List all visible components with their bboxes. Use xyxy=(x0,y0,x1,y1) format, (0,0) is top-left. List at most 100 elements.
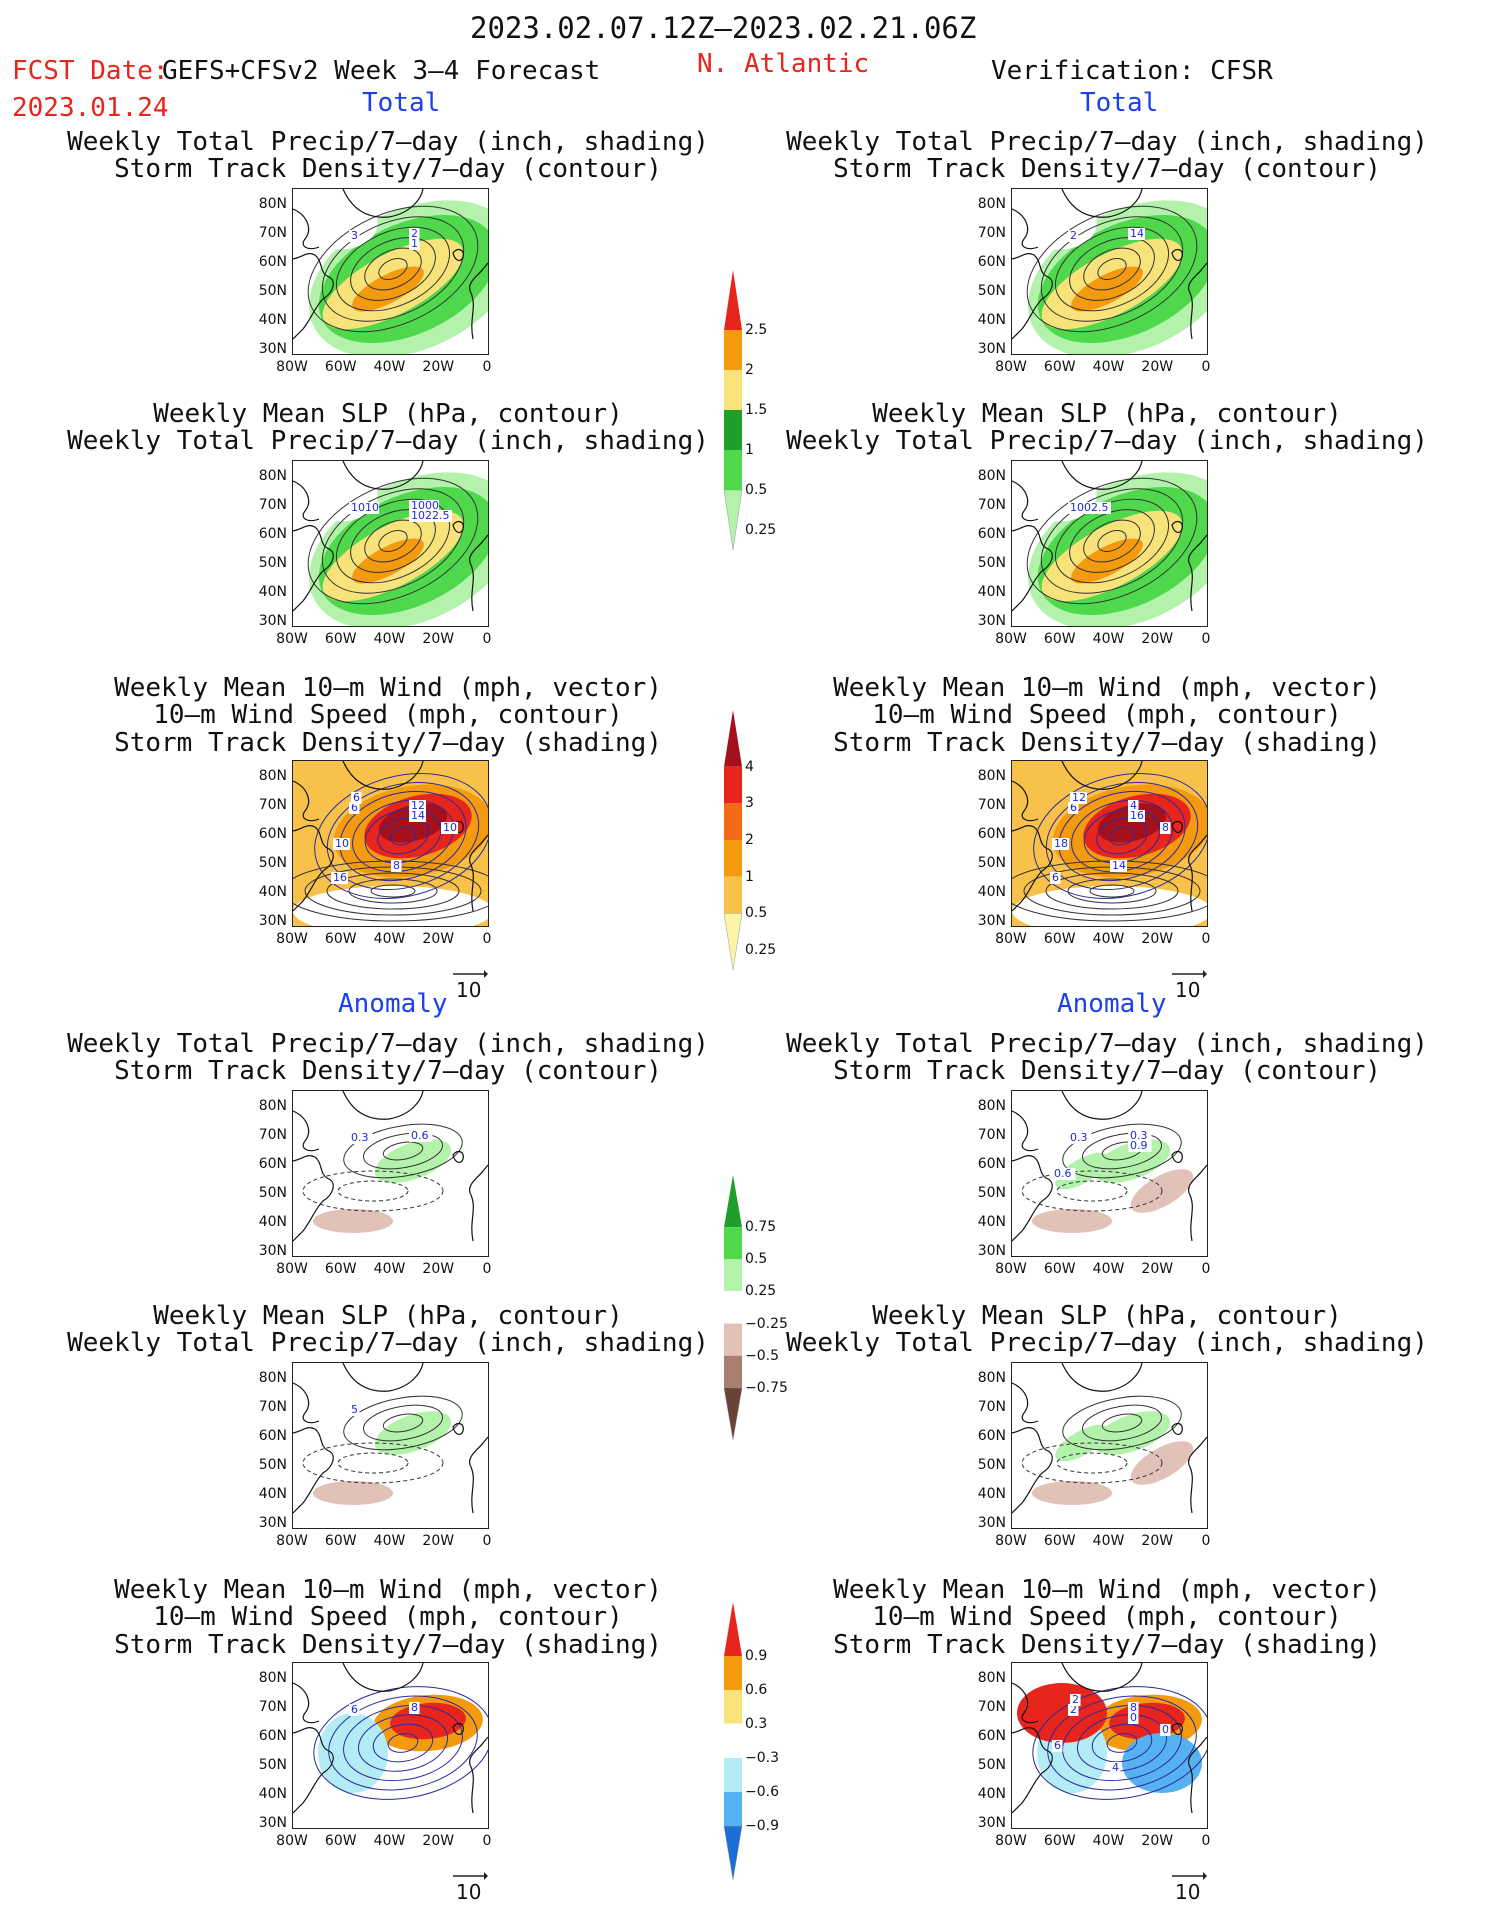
contour-label: 12 xyxy=(1072,791,1086,804)
period-title: 2023.02.07.12Z–2023.02.21.06Z xyxy=(470,11,977,45)
coastline xyxy=(1012,761,1207,912)
contour-label: 2 xyxy=(411,227,418,240)
colorbar-segment xyxy=(724,1323,742,1356)
colorbar-segment xyxy=(724,270,742,330)
lat-tick: 50N xyxy=(977,1757,1006,1773)
tanom-pos-2 xyxy=(1017,1683,1107,1743)
contour-label: 5 xyxy=(351,1403,358,1416)
contour-label: 8 xyxy=(411,1701,418,1714)
lon-tick: 60W xyxy=(1043,359,1076,375)
colorbar-level-label: 0.5 xyxy=(745,482,768,498)
lon-tick: 20W xyxy=(1141,931,1174,947)
verification-title: Verification: CFSR xyxy=(991,56,1273,86)
lat-tick: 30N xyxy=(977,341,1006,357)
colorbar-segment xyxy=(724,803,742,840)
lon-tick: 20W xyxy=(1141,631,1174,647)
colorbar-segment xyxy=(724,1602,742,1656)
contour-set xyxy=(302,1442,444,1484)
lat-tick: 40N xyxy=(977,584,1006,600)
lon-tick: 60W xyxy=(324,631,357,647)
map-obs-anom-precip: 0.3 0.3 0.9 0.6 xyxy=(1011,1090,1208,1257)
colorbar-level-label: 4 xyxy=(745,758,754,775)
lat-tick: 30N xyxy=(258,913,287,929)
contour-label: 6 xyxy=(351,801,358,814)
lon-tick: 0 xyxy=(1201,931,1211,947)
coastline xyxy=(1012,1363,1207,1514)
contour-label: 8 xyxy=(1130,1701,1137,1714)
lon-tick: 80W xyxy=(276,359,308,375)
lat-tick: 80N xyxy=(977,768,1006,784)
lat-tick: 80N xyxy=(977,196,1006,212)
lat-tick: 50N xyxy=(977,1457,1006,1473)
colorbar-track_total xyxy=(723,710,743,970)
contour-label-bg xyxy=(409,810,426,822)
lon-tick: 60W xyxy=(324,1533,357,1549)
lon-tick: 80W xyxy=(995,1533,1027,1549)
contour-label: 3 xyxy=(351,229,358,242)
contour-label-bg xyxy=(1052,1168,1076,1180)
lon-tick: 20W xyxy=(422,1533,455,1549)
lat-tick: 40N xyxy=(258,1486,287,1502)
lon-tick: 80W xyxy=(276,1533,308,1549)
contour-label: 18 xyxy=(1054,837,1068,850)
anom-dry xyxy=(313,1209,393,1233)
colorbar-level-label: 0.5 xyxy=(745,1251,768,1268)
contour-set xyxy=(1062,1395,1182,1451)
lat-tick: 50N xyxy=(258,1185,287,1201)
contour-label-bg xyxy=(409,1702,420,1714)
lat-tick: 40N xyxy=(977,312,1006,328)
contour-label-bg xyxy=(1160,1724,1171,1736)
colorbar-level-label: 0.3 xyxy=(745,1716,768,1732)
lat-tick: 40N xyxy=(977,1214,1006,1230)
contour-set xyxy=(343,1395,463,1451)
lon-tick: 0 xyxy=(482,1833,492,1849)
map-obs-total-slp: 1002.5 xyxy=(1011,460,1208,627)
colorbar-level-label: −0.9 xyxy=(745,1818,779,1834)
contour-label-bg xyxy=(1128,228,1145,240)
lon-tick: 60W xyxy=(1043,1261,1076,1277)
lon-tick: 40W xyxy=(373,631,406,647)
lon-tick: 40W xyxy=(1092,631,1125,647)
lon-tick: 20W xyxy=(422,1833,455,1849)
contour-label-bg xyxy=(1128,1712,1139,1724)
colorbar-segment xyxy=(724,710,742,767)
lat-tick: 50N xyxy=(258,855,287,871)
lat-tick: 80N xyxy=(258,1370,287,1386)
lat-tick: 80N xyxy=(977,468,1006,484)
lon-tick: 60W xyxy=(324,359,357,375)
lat-tick: 60N xyxy=(977,1156,1006,1172)
lon-tick: 60W xyxy=(1043,1833,1076,1849)
map-fc-total-wind: 6 12 14 10 8 6 10 16 xyxy=(292,760,489,927)
lon-tick: 40W xyxy=(373,359,406,375)
fcst-date-label: FCST Date: xyxy=(12,56,169,86)
contour-label: 0.3 xyxy=(1130,1129,1148,1142)
title-obs-anom-precip: Weekly Total Precip/7–day (inch, shading… xyxy=(786,1029,1428,1087)
lat-tick: 50N xyxy=(977,855,1006,871)
colorbar-level-label: 2 xyxy=(745,362,754,378)
colorbar-level-label: 1 xyxy=(745,868,754,885)
contour-label-bg xyxy=(349,1132,373,1144)
lat-tick: 60N xyxy=(977,1428,1006,1444)
coastline xyxy=(1012,1091,1207,1242)
lat-tick: 70N xyxy=(258,1699,287,1715)
lon-tick: 0 xyxy=(482,359,492,375)
title-fc-anom-wind: Weekly Mean 10–m Wind (mph, vector) 10–m… xyxy=(114,1575,662,1660)
coastline xyxy=(1012,189,1207,340)
lon-tick: 0 xyxy=(1201,1533,1211,1549)
lat-tick: 30N xyxy=(977,1815,1006,1831)
colorbar-level-label: 0.25 xyxy=(745,1283,777,1300)
contour-label: 0.6 xyxy=(411,1129,429,1142)
colorbar-level-label: 0.25 xyxy=(745,522,777,538)
contour-label-bg xyxy=(1128,1130,1152,1142)
contour-label: 0.3 xyxy=(351,1131,369,1144)
lat-tick: 80N xyxy=(258,1098,287,1114)
vector-ref-left-2 xyxy=(452,1866,488,1885)
contour-label-bg xyxy=(1128,800,1139,812)
lon-tick: 0 xyxy=(482,931,492,947)
tanom-neg xyxy=(318,1713,388,1793)
map-obs-total-wind: 6 4 16 18 14 12 8 6 xyxy=(1011,760,1208,927)
lon-tick: 40W xyxy=(1092,1833,1125,1849)
lat-tick: 60N xyxy=(977,826,1006,842)
